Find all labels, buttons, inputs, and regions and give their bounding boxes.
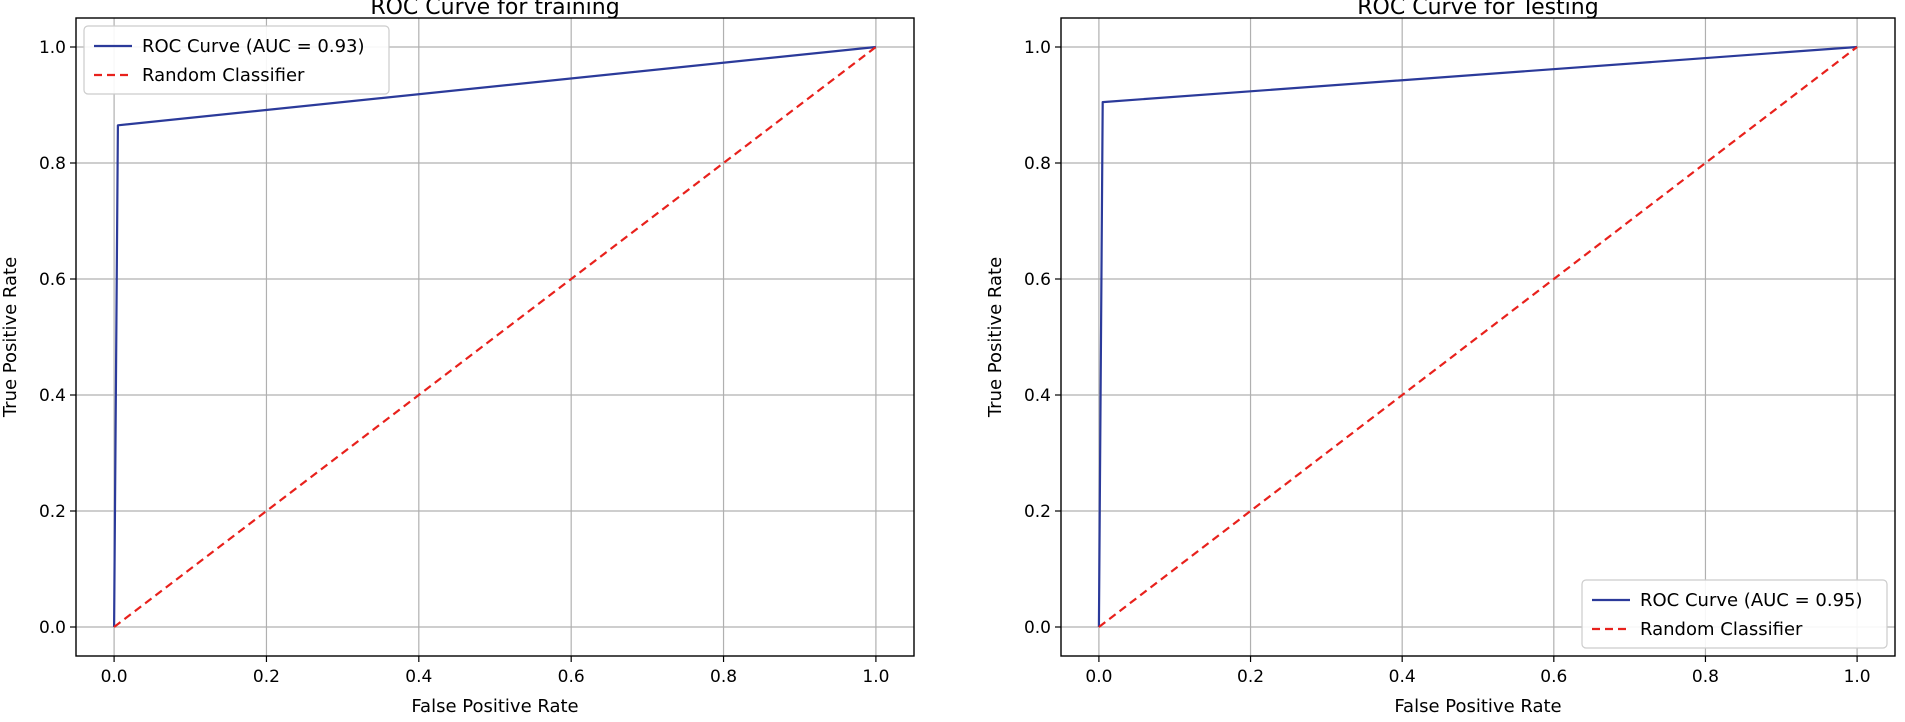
x-tick-label: 0.4 — [1389, 667, 1416, 687]
random-classifier-line — [1098, 46, 1858, 628]
legend-box — [1581, 579, 1888, 649]
roc-curve-line — [1097, 45, 1858, 628]
x-tick-label: 0.4 — [405, 667, 432, 687]
legend-entry: ROC Curve (AUC = 0.93) — [142, 36, 365, 57]
chart-title: ROC Curve for training — [370, 0, 619, 20]
x-tick-label: 1.0 — [1844, 667, 1871, 687]
y-axis-label: True Positive Rate — [985, 257, 1006, 418]
y-tick-label: 0.0 — [39, 618, 66, 638]
legend: ROC Curve (AUC = 0.93) Random Classifier — [83, 25, 390, 95]
y-tick-label: 0.0 — [1024, 618, 1051, 638]
y-tick-label: 0.8 — [39, 154, 66, 174]
y-tick-label: 0.6 — [39, 270, 66, 290]
x-tick-label: 0.0 — [101, 667, 128, 687]
legend: ROC Curve (AUC = 0.95) Random Classifier — [1581, 579, 1888, 649]
chart-1: 0.0 0.2 0.4 0.6 0.8 1.0 0.0 0.2 0.4 0.6 0.8 1.0 ROC … — [985, 0, 1896, 717]
x-tick-label: 0.2 — [253, 667, 280, 687]
y-tick-label: 0.6 — [1024, 270, 1051, 290]
x-tick-label: 0.8 — [710, 667, 737, 687]
plot-frame — [1060, 17, 1896, 657]
y-tick-label: 0.4 — [1024, 386, 1051, 406]
legend-entry: Random Classifier — [1640, 619, 1803, 640]
x-tick-label: 0.0 — [1085, 667, 1112, 687]
legend-entry: Random Classifier — [142, 65, 305, 86]
x-tick-label: 0.2 — [1237, 667, 1264, 687]
chart-0: 0.0 0.2 0.4 0.6 0.8 1.0 0.0 0.2 0.4 0.6 0.8 1.0 ROC … — [0, 0, 915, 717]
x-axis-label: False Positive Rate — [411, 696, 578, 717]
x-axis-label: False Positive Rate — [1394, 696, 1561, 717]
y-tick-label: 0.8 — [1024, 154, 1051, 174]
x-tick-label: 0.8 — [1692, 667, 1719, 687]
y-tick-label: 0.4 — [39, 386, 66, 406]
legend-entry: ROC Curve (AUC = 0.95) — [1640, 590, 1863, 611]
random-classifier-line — [113, 46, 877, 628]
y-tick-label: 0.2 — [39, 502, 66, 522]
x-tick-label: 0.6 — [1540, 667, 1567, 687]
legend-box — [83, 25, 390, 95]
y-tick-label: 1.0 — [39, 38, 66, 58]
y-tick-label: 0.2 — [1024, 502, 1051, 522]
y-tick-label: 1.0 — [1024, 38, 1051, 58]
x-tick-label: 1.0 — [862, 667, 889, 687]
x-tick-label: 0.6 — [558, 667, 585, 687]
chart-title: ROC Curve for Testing — [1357, 0, 1598, 20]
roc-curve-line — [112, 45, 877, 628]
grid — [1061, 18, 1895, 656]
y-axis-label: True Positive Rate — [0, 257, 21, 418]
plot-frame — [75, 17, 915, 657]
